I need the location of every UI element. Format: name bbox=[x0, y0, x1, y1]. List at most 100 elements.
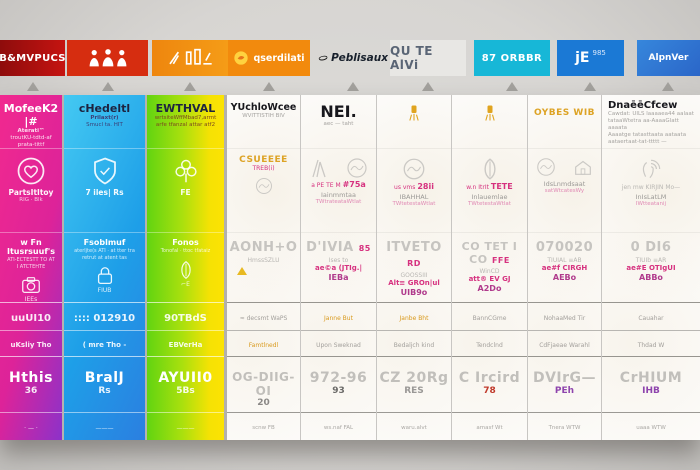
feature-label: FE bbox=[180, 188, 191, 197]
feature-label: 7 iles| Rs bbox=[85, 188, 124, 197]
footer-note: uaaa WTW bbox=[636, 425, 666, 431]
sport-marks-icon bbox=[165, 47, 215, 69]
feature-label: InIsLatLM bbox=[635, 193, 667, 201]
price-unit: Rs bbox=[98, 386, 111, 396]
column-pointer-icon bbox=[184, 82, 196, 91]
brand-banner-bampucs: B&MVPUCS bbox=[0, 40, 65, 76]
brand-banner-qute-alvi: QU TE AlVi bbox=[390, 40, 466, 76]
feature-label: Inlauemlae bbox=[471, 193, 508, 201]
spec-row: CdFjaeae Warahl bbox=[528, 330, 601, 356]
column-title: DnaēēCfcew bbox=[608, 100, 678, 111]
column-subtitle: tataaWtetra aa-AaaaGlatt aaaata bbox=[608, 117, 679, 131]
fingerprint-icon bbox=[638, 156, 664, 182]
spec-value: ≈ decsmt WaPS bbox=[239, 314, 288, 322]
spec-value: BannCGme bbox=[472, 314, 507, 322]
banner-label: jE bbox=[575, 50, 590, 66]
column-subtitle: aec — taht bbox=[323, 121, 354, 127]
price-row: 972-96 93 bbox=[301, 356, 376, 412]
icon-row: us vms 28ii IBAHHAL TWtetestaWtlat bbox=[377, 148, 451, 232]
column-pointer-icon bbox=[102, 82, 114, 91]
column-header: EWTHVAL wrtsiteWffMbad7,armt arfe tfanza… bbox=[147, 95, 224, 148]
sketch-circle-icon bbox=[401, 156, 427, 182]
footer-row: ——— bbox=[64, 412, 145, 440]
column-subtitle: Aaaatge tatasttaata aataata bbox=[608, 131, 687, 138]
feature-row: Fsoblmuf aterljte(s ATI · at tter tra re… bbox=[64, 232, 145, 302]
feature-title: Fonos bbox=[172, 238, 199, 247]
feature-word: 0 DI6 bbox=[630, 240, 672, 255]
sketch-circle-icon bbox=[535, 156, 557, 178]
feature-label: IBAHHAL bbox=[399, 193, 429, 201]
gray-line: WinCD bbox=[479, 268, 500, 275]
spec-row: Janbe Bht bbox=[377, 302, 451, 330]
brand-banner-people bbox=[67, 40, 148, 76]
icon-row: IdsLnmdsaat satWtcatesWy bbox=[528, 148, 601, 232]
banner-label: B&MVPUCS bbox=[0, 52, 65, 64]
footer-note: scnw FB bbox=[252, 425, 275, 431]
brand-banner-alpnver: AlpnVer bbox=[637, 40, 700, 76]
feature-word-text: D'IVIA bbox=[306, 240, 354, 255]
spec-row: EBVerHa bbox=[147, 330, 224, 356]
price-unit: IHB bbox=[642, 386, 660, 396]
price-value: AYUII0 bbox=[158, 370, 213, 386]
people-icon bbox=[85, 47, 131, 69]
column-pointer-icon bbox=[263, 82, 275, 91]
column-yuchlowcee: YUchloWcee WVITTISTIH BIV CSUEEEE TREB(i… bbox=[227, 95, 301, 440]
column-subtitle: WVITTISTIH BIV bbox=[242, 113, 285, 119]
pink-line: ae©a (JTIg.| bbox=[314, 264, 363, 272]
price-unit: 78 bbox=[483, 386, 496, 396]
column-title: NEI. bbox=[320, 102, 357, 121]
icon-caption: ⌐E bbox=[181, 280, 190, 288]
comparison-table: MofeeK2 |# Aterati™ troutKU-tdtd-af prat… bbox=[0, 95, 700, 440]
caption-badge: #75a bbox=[342, 180, 366, 189]
feature-label: Iainmmtaa bbox=[320, 191, 356, 199]
footer-note: ——— bbox=[95, 424, 114, 432]
footer-row: waru.alvt bbox=[377, 412, 451, 440]
column-chedeltl: cHedeltl Prilaxt(r) Smucl ta. HIT 7 iles… bbox=[64, 95, 147, 440]
gray-line: TIUIAL ≡AB bbox=[547, 257, 582, 264]
column-title: YUchloWcee bbox=[230, 102, 297, 113]
feature-row: 0 DI6 TIUIb ≡AR ae#E OTIgUI ABBo bbox=[602, 232, 700, 302]
feature-label: PartsItItoy bbox=[8, 188, 54, 197]
spec-row: ( mre Tho - bbox=[64, 330, 145, 356]
feature-row: w Fn Itusrsuuf's ATI-ECTESTT TO AT I ATC… bbox=[0, 232, 62, 302]
price-value: DVIrG— bbox=[532, 370, 597, 386]
gold-wordmark: OYBES WIB bbox=[533, 108, 596, 118]
column-header: OYBES WIB bbox=[528, 95, 601, 148]
column-header: NEI. aec — taht bbox=[301, 95, 376, 148]
price-unit: RES bbox=[404, 386, 424, 396]
price-row: CZ 20Rg RES bbox=[377, 356, 451, 412]
feature-title: Fsoblmuf bbox=[83, 238, 126, 247]
column-header bbox=[452, 95, 527, 148]
flower-icon bbox=[171, 156, 201, 186]
feature-sublabel: TWtetestaWtlat bbox=[468, 201, 511, 207]
pink-line: Alt≡ GROn|ul bbox=[388, 279, 440, 287]
price-row: AYUII0 5Bs bbox=[147, 356, 224, 412]
column-subtitle: wrtsiteWffMbad7,armt bbox=[154, 115, 217, 121]
house-icon bbox=[572, 156, 594, 178]
icon-caption: TREB(i) bbox=[252, 165, 275, 172]
spec-row: Thdad W bbox=[602, 330, 700, 356]
spec-value: Bedaljch kind bbox=[393, 341, 435, 349]
spec-value: Janne But bbox=[324, 314, 353, 322]
brand-banner-orbbr: 87 ORBBR bbox=[474, 40, 550, 76]
icon-row: jen mw KIRJIN Mo— InIsLatLM IWtteatanij bbox=[602, 148, 700, 232]
footer-row: · — · bbox=[0, 412, 62, 440]
icon-row: FE bbox=[147, 148, 224, 232]
price-value: CZ 20Rg bbox=[379, 370, 449, 386]
spec-value: Thdad W bbox=[637, 341, 665, 349]
pink-line: AEBo bbox=[552, 273, 577, 283]
footer-note: waru.alvt bbox=[401, 425, 427, 431]
pink-line: IEBa bbox=[328, 273, 349, 283]
spec-value: Famtlnedl bbox=[248, 341, 279, 349]
column-oybes: OYBES WIB IdsLnmdsaat satWtcatesWy 07002… bbox=[528, 95, 602, 440]
lamp-icon bbox=[480, 102, 500, 124]
pink-line: ABBo bbox=[639, 273, 663, 283]
spec-row: Tendclnd bbox=[452, 330, 527, 356]
spec-row: uKsliy Tho bbox=[0, 330, 62, 356]
column-pointer-icon bbox=[422, 82, 434, 91]
caption-text: us vms bbox=[394, 184, 416, 191]
spec-row: ≈ decsmt WaPS bbox=[227, 302, 300, 330]
spec-value: uKsliy Tho bbox=[10, 341, 52, 349]
feature-word: CO TET I CO FFE bbox=[454, 240, 525, 266]
